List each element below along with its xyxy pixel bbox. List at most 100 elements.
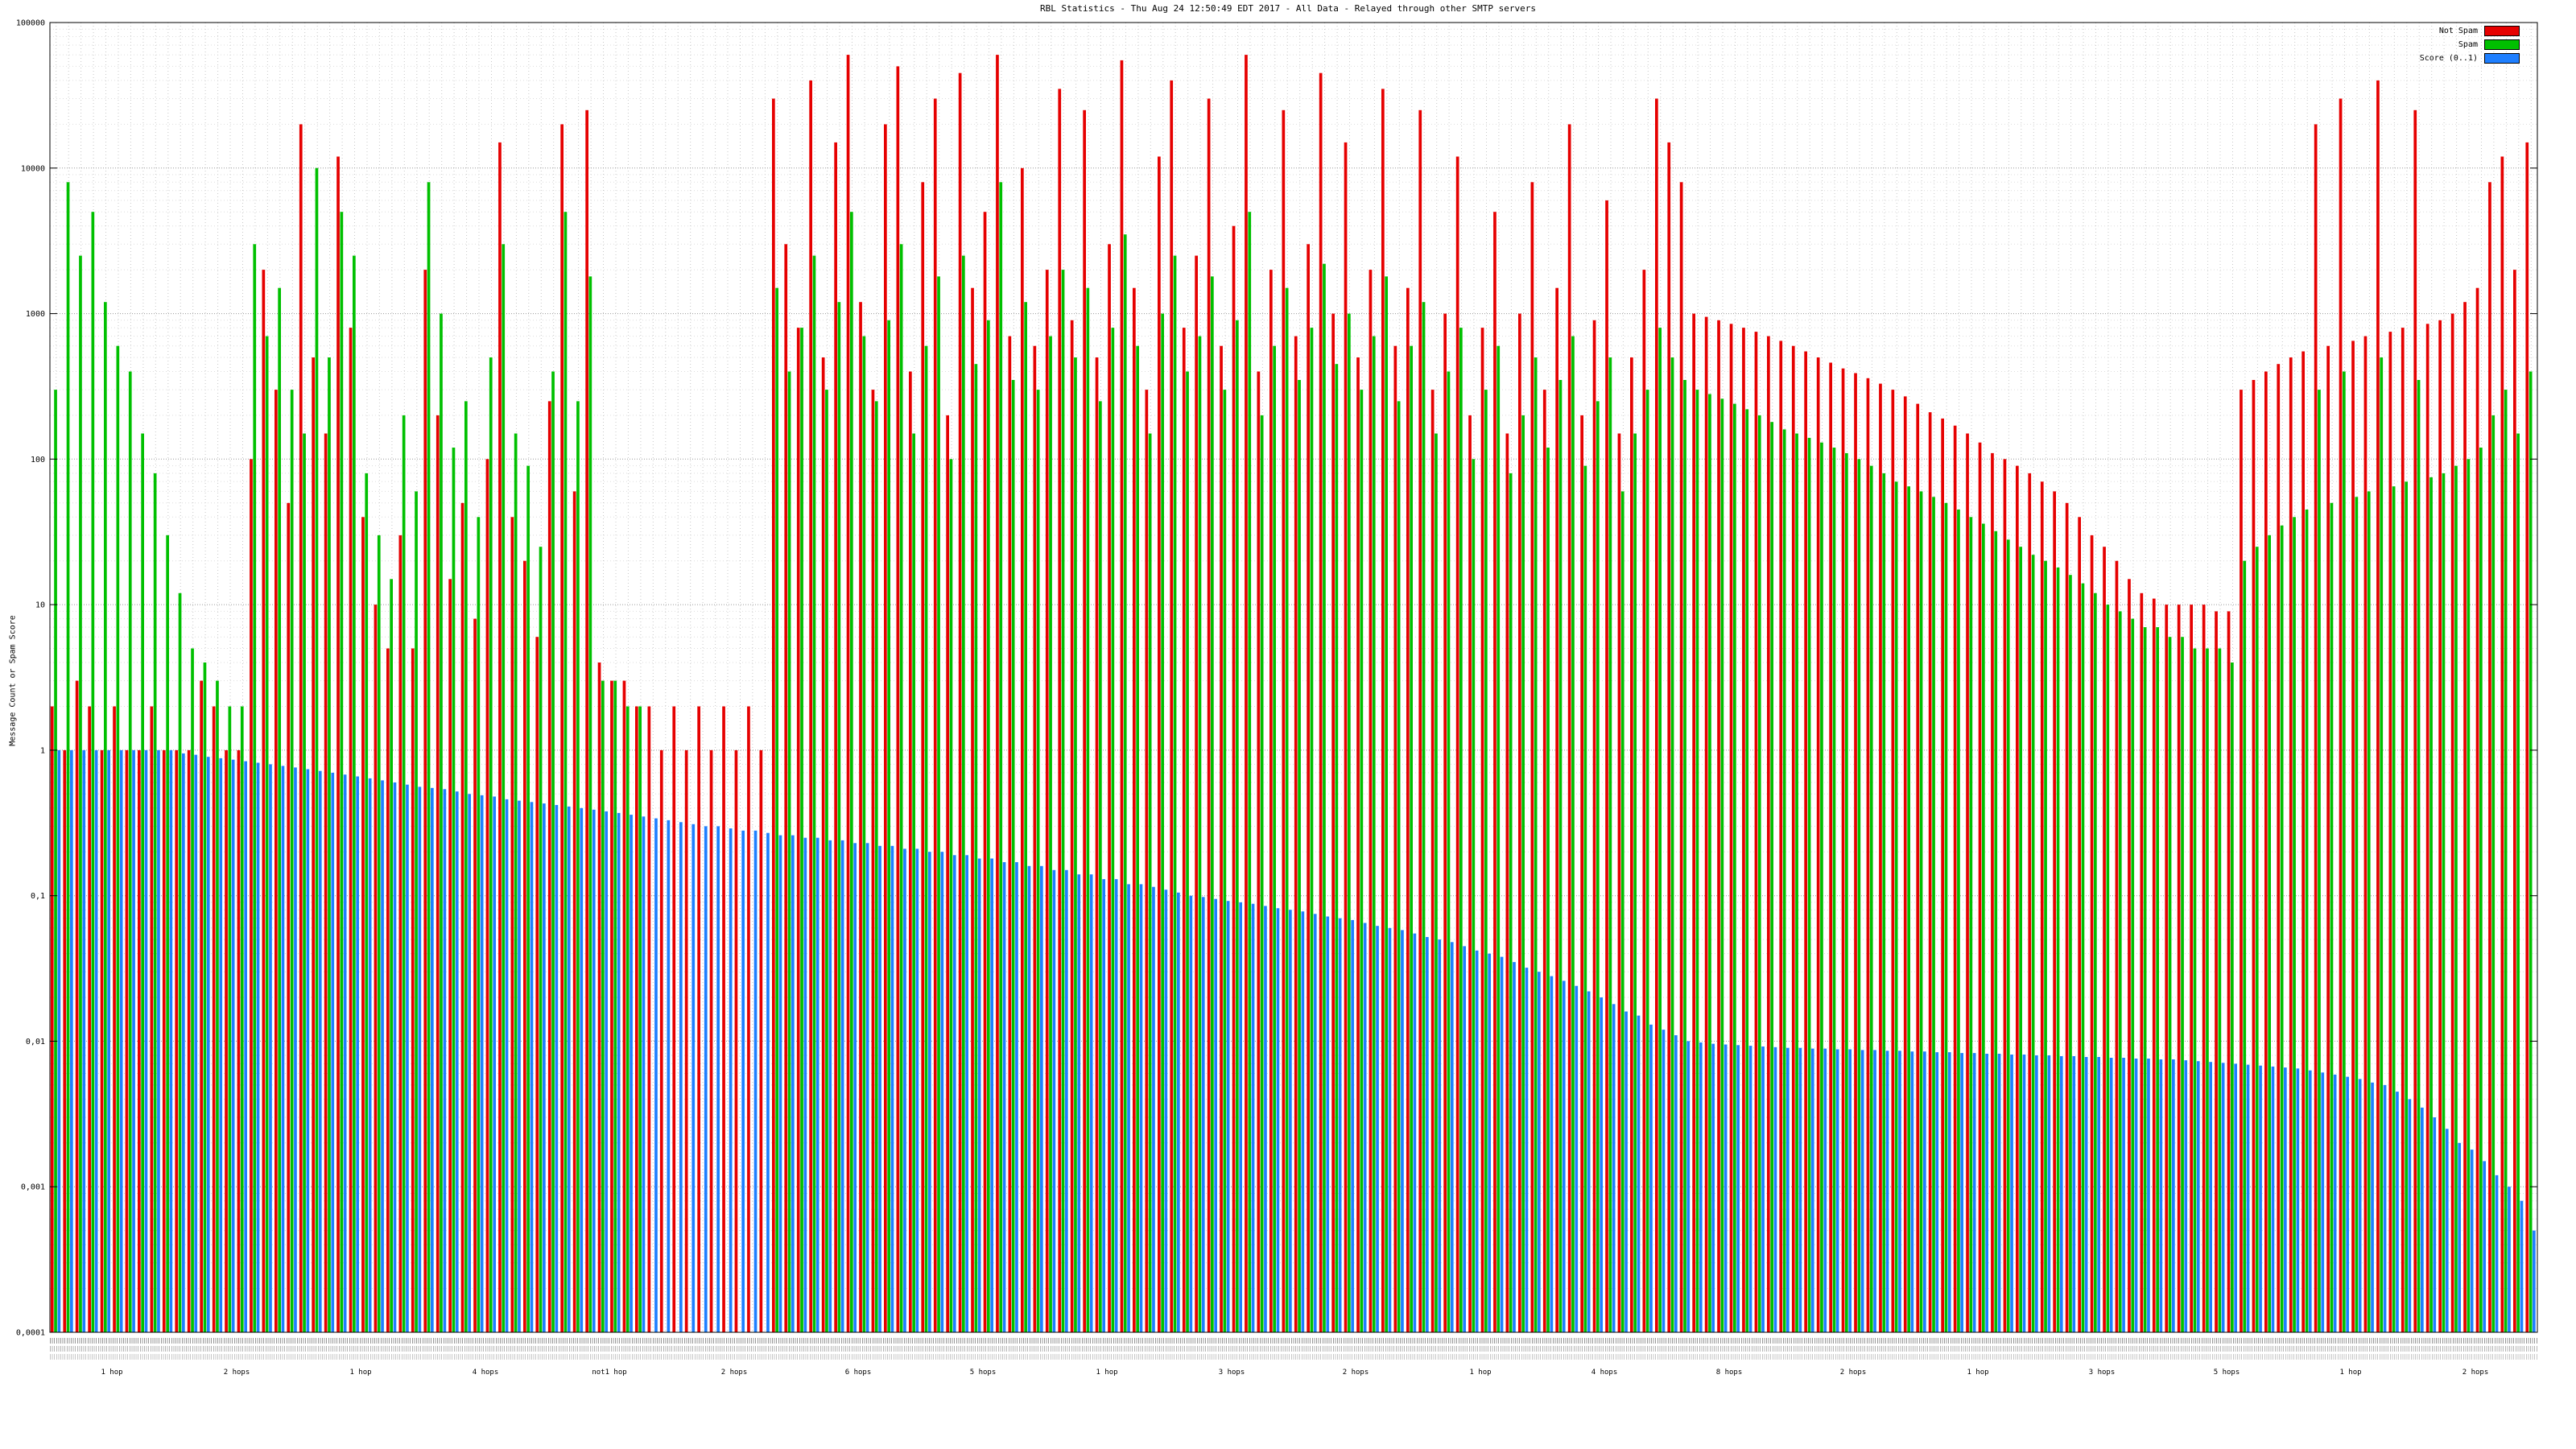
hop-label: 5 hops xyxy=(2213,1368,2240,1377)
bar xyxy=(2470,1150,2474,1332)
bar xyxy=(1637,1015,1641,1332)
bar xyxy=(884,124,887,1332)
bar xyxy=(2450,313,2454,1333)
bar xyxy=(625,706,630,1332)
bar xyxy=(560,124,564,1332)
bar xyxy=(1509,473,1513,1332)
bar xyxy=(1133,287,1136,1333)
bar xyxy=(406,784,409,1332)
bar xyxy=(1008,336,1012,1333)
bar xyxy=(1683,380,1686,1332)
hop-label: 2 hops xyxy=(2462,1368,2489,1377)
bar xyxy=(729,828,733,1332)
bar xyxy=(1923,1051,1926,1332)
bar xyxy=(1455,156,1459,1332)
bar xyxy=(1571,336,1575,1333)
bar xyxy=(2479,448,2483,1332)
bar xyxy=(878,845,881,1332)
bar xyxy=(592,809,596,1332)
legend: Not Spam Spam Score (0..1) xyxy=(2420,26,2520,67)
bar xyxy=(635,706,638,1332)
bar xyxy=(2209,1062,2212,1332)
bar xyxy=(999,182,1003,1332)
bar xyxy=(1798,1047,1802,1332)
bar xyxy=(303,433,306,1332)
series-not-spam xyxy=(50,55,2529,1333)
bar xyxy=(2028,473,2032,1332)
bar xyxy=(138,749,141,1332)
bar xyxy=(356,776,359,1332)
bar xyxy=(766,832,770,1332)
bar xyxy=(1195,255,1198,1333)
bar xyxy=(1220,345,1223,1333)
bar xyxy=(231,759,235,1332)
bar xyxy=(933,98,937,1332)
bar xyxy=(1170,80,1174,1332)
bar xyxy=(2181,637,2184,1332)
bar xyxy=(1624,1011,1628,1332)
bar xyxy=(2022,1055,2026,1332)
bar xyxy=(1518,313,1521,1333)
bar xyxy=(1226,901,1230,1332)
bar xyxy=(1928,412,1932,1332)
bar xyxy=(2421,1107,2424,1332)
bar xyxy=(1488,953,1491,1332)
bar xyxy=(2463,302,2467,1333)
bar xyxy=(2206,648,2209,1332)
bar xyxy=(551,371,555,1332)
bar xyxy=(2333,1074,2337,1332)
bar xyxy=(1717,320,1720,1332)
bar xyxy=(2177,605,2181,1332)
bar xyxy=(630,815,633,1332)
bar xyxy=(753,830,758,1332)
bar xyxy=(1820,442,1823,1333)
bar xyxy=(2520,1200,2524,1332)
bar xyxy=(166,535,169,1332)
bar xyxy=(2408,1099,2412,1332)
bar xyxy=(958,72,962,1333)
bar xyxy=(1575,985,1579,1332)
bar xyxy=(1932,497,1935,1332)
bar xyxy=(1662,1030,1666,1332)
bar xyxy=(709,749,713,1332)
bar xyxy=(63,749,67,1332)
bar xyxy=(1997,1054,2001,1332)
bar xyxy=(2044,560,2047,1332)
bar xyxy=(57,749,61,1332)
bar xyxy=(1733,403,1736,1333)
bar xyxy=(2363,336,2368,1333)
bar xyxy=(104,302,107,1333)
bar xyxy=(427,182,431,1332)
bar xyxy=(580,807,584,1332)
bar xyxy=(987,320,990,1332)
bar xyxy=(2500,156,2504,1332)
bar xyxy=(572,491,576,1332)
bar xyxy=(659,749,663,1332)
bar xyxy=(256,762,260,1332)
bar xyxy=(2221,1063,2225,1332)
bar xyxy=(2405,481,2408,1332)
bar xyxy=(1447,371,1451,1332)
bar xyxy=(340,212,344,1333)
bar xyxy=(1736,1045,1740,1332)
bar xyxy=(1120,60,1124,1332)
bar xyxy=(225,749,228,1332)
bar xyxy=(1848,1049,1852,1332)
bar xyxy=(328,357,331,1332)
bar xyxy=(1239,902,1242,1332)
bar xyxy=(281,766,285,1332)
bar xyxy=(1198,336,1202,1333)
bar xyxy=(485,459,489,1332)
bar xyxy=(1313,914,1317,1332)
bar xyxy=(971,287,974,1333)
bar xyxy=(1443,313,1447,1333)
bar xyxy=(903,848,906,1332)
bar xyxy=(1152,886,1155,1332)
bar xyxy=(331,772,335,1332)
y-tick-label: 0,1 xyxy=(31,892,45,901)
bar xyxy=(415,491,418,1332)
bar xyxy=(523,560,526,1332)
bar xyxy=(2433,1117,2437,1332)
bar xyxy=(82,749,86,1332)
bar xyxy=(1401,930,1404,1332)
